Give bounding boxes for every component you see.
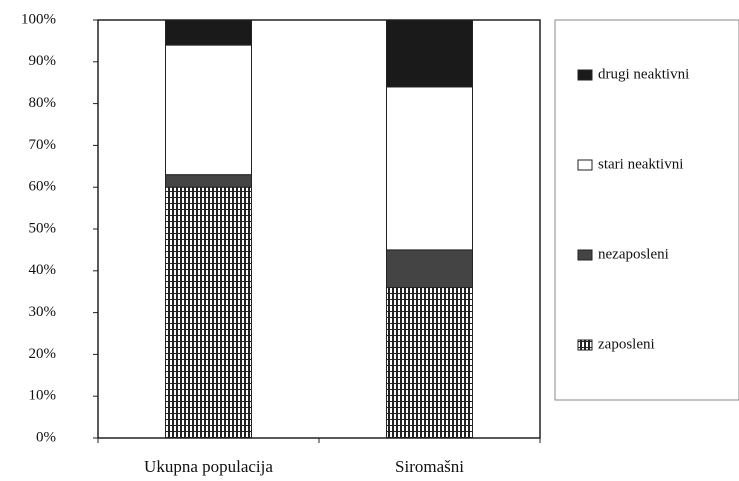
y-tick-label: 50%: [29, 220, 57, 236]
legend-label: drugi neaktivni: [598, 66, 689, 82]
legend-label: stari neaktivni: [598, 156, 683, 172]
y-tick-label: 40%: [29, 262, 57, 278]
legend-swatch: [577, 159, 593, 171]
x-tick-label: Ukupna populacija: [144, 457, 273, 476]
legend-box: [554, 19, 739, 401]
bar-segment: [165, 44, 252, 176]
bar-segment: [386, 249, 473, 289]
y-tick-label: 70%: [29, 137, 57, 153]
bar-segment: [165, 174, 252, 188]
y-tick-label: 90%: [29, 53, 57, 69]
y-tick-label: 10%: [29, 388, 57, 404]
legend-label: zaposleni: [598, 336, 655, 352]
legend-swatch: [577, 249, 593, 261]
y-tick-label: 0%: [36, 429, 56, 445]
bar-segment: [165, 186, 252, 439]
y-tick-label: 80%: [29, 95, 57, 111]
bar-segment: [386, 287, 473, 439]
legend-label: nezaposleni: [598, 246, 669, 262]
bar-segment: [386, 19, 473, 88]
y-tick-label: 30%: [29, 304, 57, 320]
y-tick-label: 20%: [29, 346, 57, 362]
plot-frame: [97, 19, 541, 439]
bar-segment: [386, 86, 473, 251]
bar-segment: [165, 19, 252, 46]
legend-swatch: [577, 69, 593, 81]
y-tick-label: 100%: [21, 11, 56, 27]
x-tick-label: Siromašni: [395, 457, 464, 476]
y-tick-label: 60%: [29, 179, 57, 195]
legend-swatch: [577, 339, 593, 351]
